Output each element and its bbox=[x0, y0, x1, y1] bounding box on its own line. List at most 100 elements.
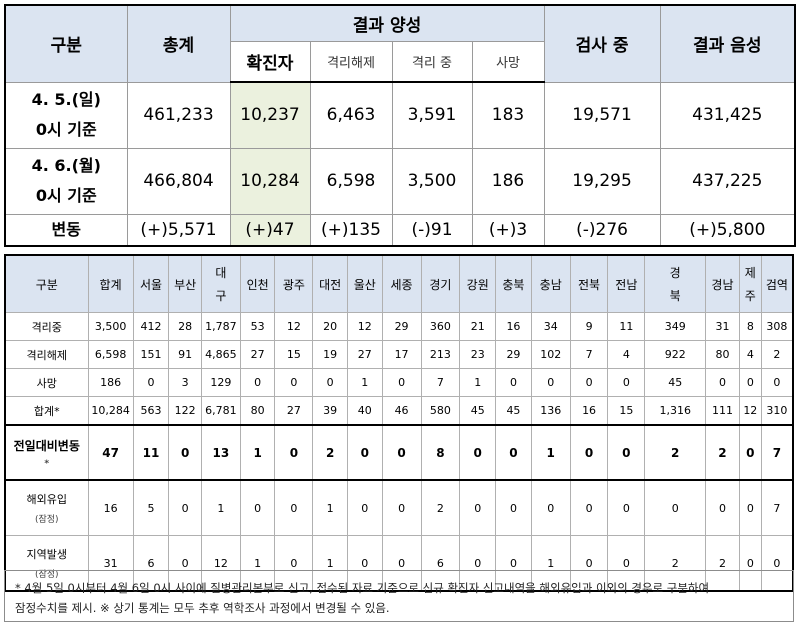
regional-cell: 5 bbox=[132, 479, 170, 536]
regional-cell: 0 bbox=[530, 368, 571, 397]
regional-row: 사망 186 0 3 129 0 0 0 1 0 7 1 0 0 0 0 45 0 0 0 bbox=[4, 368, 794, 397]
footnote-line-1: * 4월 5일 0시부터 4월 6일 0시 사이에 질병관리본부로 신고, 접수… bbox=[15, 581, 710, 595]
cell-released: 6,463 bbox=[309, 81, 393, 149]
regional-cell: 122 bbox=[168, 396, 202, 426]
header-total: 총계 bbox=[126, 4, 231, 83]
regional-cell: 580 bbox=[420, 396, 461, 426]
regional-cell: 12 bbox=[738, 396, 762, 426]
regional-cell: 80 bbox=[239, 396, 276, 426]
regional-row-label-text: 사망 bbox=[36, 376, 57, 390]
cell-confirmed: 10,284 bbox=[229, 147, 311, 215]
region-name-part: 대전 bbox=[319, 277, 342, 292]
region-name-part: 합계 bbox=[99, 277, 122, 292]
regional-cell: 0 bbox=[132, 368, 170, 397]
regional-cell: 111 bbox=[705, 396, 740, 426]
cell-testing: 19,295 bbox=[543, 147, 661, 215]
regional-cell: 9 bbox=[569, 312, 609, 341]
regional-cell: 6,781 bbox=[200, 396, 241, 426]
regional-header-region: 경남 bbox=[705, 254, 740, 313]
region-name-part: 경기 bbox=[429, 277, 452, 292]
regional-cell: 31 bbox=[705, 312, 740, 341]
regional-cell: 0 bbox=[738, 535, 762, 592]
regional-row-label-text: 전일대비변동 bbox=[13, 438, 80, 453]
regional-cell: 922 bbox=[644, 340, 707, 369]
regional-header-region: 울산 bbox=[346, 254, 383, 313]
regional-cell: 39 bbox=[312, 396, 348, 426]
cell-released: (+)135 bbox=[309, 213, 393, 247]
cell-testing: 19,571 bbox=[543, 81, 661, 149]
region-name-part: 인천 bbox=[246, 277, 269, 292]
cell-negative: 437,225 bbox=[659, 147, 796, 215]
header-isolated: 격리 중 bbox=[391, 40, 473, 83]
regional-cell: 1,787 bbox=[200, 312, 241, 341]
region-name-part: 경남 bbox=[711, 277, 734, 292]
regional-header-category: 구분 bbox=[4, 254, 89, 313]
regional-cell: 11 bbox=[607, 312, 646, 341]
regional-cell: 0 bbox=[607, 424, 646, 481]
regional-cell: 34 bbox=[530, 312, 571, 341]
regional-cell: 23 bbox=[459, 340, 497, 369]
regional-cell: 12 bbox=[274, 312, 314, 341]
region-name-part: 광주 bbox=[282, 277, 305, 292]
row-label-change: 변동 bbox=[4, 213, 128, 247]
regional-row-label-text: 격리중 bbox=[31, 320, 62, 334]
region-name-part: 서울 bbox=[139, 277, 163, 292]
regional-cell: 29 bbox=[381, 312, 422, 341]
regional-header-region: 충북 bbox=[495, 254, 532, 313]
cell-deaths: 186 bbox=[471, 147, 545, 215]
regional-cell: 15 bbox=[607, 396, 646, 426]
regional-cell: 0 bbox=[381, 479, 422, 536]
regional-row-label: 격리중 bbox=[4, 312, 89, 341]
regional-cell: 2 bbox=[644, 424, 707, 481]
footnote-line-2: 잠정수치를 제시. ※ 상기 통계는 모두 추후 역학조사 과정에서 변경될 수… bbox=[15, 601, 390, 615]
region-name-part: 대 bbox=[215, 266, 227, 280]
regional-cell: 1 bbox=[239, 535, 276, 592]
regional-cell: 0 bbox=[312, 368, 348, 397]
regional-row: 해외유입 (잠정) 16 5 0 1 0 0 1 0 0 2 0 0 0 0 0 0 0 0 7 bbox=[4, 479, 794, 536]
regional-cell: 0 bbox=[346, 479, 383, 536]
header-testing: 검사 중 bbox=[543, 4, 661, 83]
regional-header-region: 부산 bbox=[168, 254, 202, 313]
region-name-part: 부산 bbox=[174, 277, 197, 292]
regional-row: 합계* 10,284 563 122 6,781 80 27 39 40 46 580 45 45 136… bbox=[4, 396, 794, 426]
row-basis: 0시 기준 bbox=[35, 186, 97, 205]
header-confirmed: 확진자 bbox=[229, 40, 311, 83]
regional-cell: 2 bbox=[705, 424, 740, 481]
summary-table: 구분 총계 결과 양성 검사 중 결과 음성 확진자 격리해제 격리 중 사망 … bbox=[4, 4, 797, 247]
region-name-part: 세종 bbox=[390, 277, 413, 292]
regional-cell: 7 bbox=[760, 479, 794, 536]
regional-cell: 2 bbox=[312, 424, 348, 481]
regional-row-label-note: (잠정) bbox=[34, 515, 59, 525]
regional-cell: 8 bbox=[420, 424, 461, 481]
row-basis: 0시 기준 bbox=[35, 120, 97, 139]
regional-cell: 0 bbox=[495, 479, 532, 536]
regional-cell: 0 bbox=[760, 535, 794, 592]
regional-cell: 1 bbox=[312, 479, 348, 536]
regional-cell: 310 bbox=[760, 396, 794, 426]
regional-cell: 7 bbox=[760, 424, 794, 481]
regional-cell: 7 bbox=[420, 368, 461, 397]
region-name-part: 검역 bbox=[765, 277, 788, 292]
regional-cell: 1,316 bbox=[644, 396, 707, 426]
regional-cell: 136 bbox=[530, 396, 571, 426]
regional-cell: 0 bbox=[760, 368, 794, 397]
regional-cell: 16 bbox=[495, 312, 532, 341]
row-date: 4. 6.(월) bbox=[31, 156, 101, 175]
region-name-part: 구 bbox=[215, 289, 227, 303]
regional-row: 전일대비변동 * 47 11 0 13 1 0 2 0 0 8 0 0 1 0 0 2 2 0 7 bbox=[4, 424, 794, 481]
regional-cell: 0 bbox=[530, 479, 571, 536]
regional-cell: 308 bbox=[760, 312, 794, 341]
regional-cell: 0 bbox=[607, 535, 646, 592]
regional-cell: 0 bbox=[495, 535, 532, 592]
region-name-part: 충북 bbox=[502, 277, 525, 292]
regional-header-region: 세종 bbox=[381, 254, 422, 313]
regional-cell: 563 bbox=[132, 396, 170, 426]
region-name-part: 주 bbox=[744, 289, 756, 303]
regional-cell: 20 bbox=[312, 312, 348, 341]
regional-cell: 0 bbox=[495, 368, 532, 397]
regional-row-label: 해외유입 (잠정) bbox=[4, 479, 89, 536]
regional-cell: 0 bbox=[738, 424, 762, 481]
regional-cell: 0 bbox=[274, 479, 314, 536]
regional-cell: 10,284 bbox=[87, 396, 134, 426]
